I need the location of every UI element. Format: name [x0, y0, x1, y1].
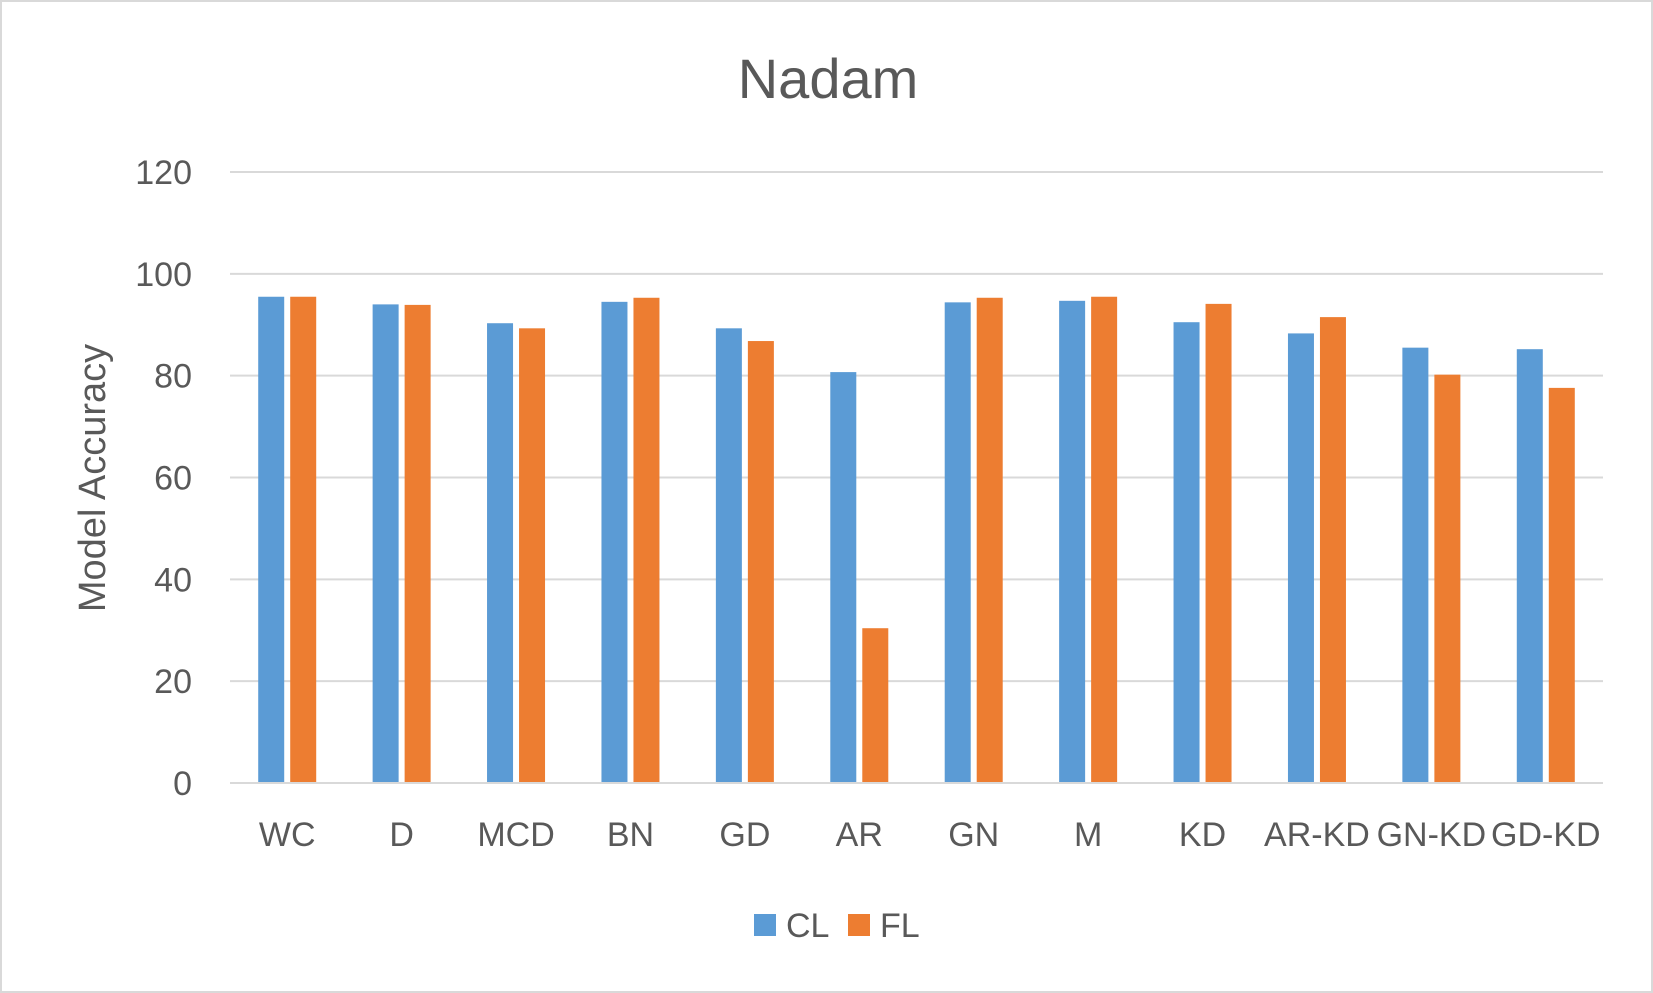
- x-category-label: GD: [719, 816, 770, 854]
- bar-fl-ar-kd: [1319, 317, 1346, 783]
- bar-cl-gd: [715, 328, 742, 783]
- bar-cl-gn: [944, 302, 971, 783]
- bar-cl-m: [1059, 300, 1086, 783]
- y-tick-label: 80: [154, 358, 192, 396]
- x-category-label: KD: [1179, 816, 1226, 854]
- bar-cl-kd: [1173, 322, 1200, 783]
- bar-cl-wc: [258, 296, 285, 783]
- x-category-label: GD-KD: [1491, 816, 1601, 854]
- legend: CL FL: [754, 907, 920, 945]
- bar-cl-bn: [601, 301, 628, 783]
- bar-cl-ar: [830, 372, 857, 783]
- legend-label: FL: [880, 907, 920, 945]
- bar-fl-kd: [1205, 303, 1232, 783]
- x-category-label: M: [1074, 816, 1102, 854]
- bar-fl-gn: [976, 297, 1003, 783]
- bar-fl-d: [404, 304, 431, 783]
- y-tick-label: 40: [154, 561, 192, 599]
- legend-item-fl: FL: [848, 907, 920, 945]
- x-category-label: AR: [836, 816, 883, 854]
- x-category-label: GN: [948, 816, 999, 854]
- bar-cl-d: [372, 304, 399, 783]
- legend-swatch: [848, 914, 870, 936]
- bar-cl-ar-kd: [1287, 333, 1314, 783]
- bar-fl-gn-kd: [1434, 374, 1461, 783]
- legend-label: CL: [786, 907, 829, 945]
- x-category-label: BN: [607, 816, 654, 854]
- bar-cl-gn-kd: [1402, 347, 1429, 783]
- legend-swatch: [754, 914, 776, 936]
- bar-cl-mcd: [487, 323, 514, 783]
- y-tick-label: 60: [154, 460, 192, 498]
- bar-fl-ar: [862, 628, 889, 783]
- y-tick-label: 0: [173, 765, 192, 803]
- y-tick-label: 100: [135, 256, 192, 294]
- chart-title: Nadam: [738, 47, 919, 110]
- bar-fl-gd: [747, 341, 774, 783]
- y-tick-label: 20: [154, 663, 192, 701]
- bar-fl-gd-kd: [1548, 387, 1575, 783]
- bars: [258, 296, 1575, 783]
- x-category-label: AR-KD: [1264, 816, 1370, 854]
- legend-item-cl: CL: [754, 907, 829, 945]
- bar-fl-m: [1091, 296, 1118, 783]
- x-axis-categories: WC D MCD BN GD AR GN M KD AR-KD GN-KD GD-KD: [259, 816, 1601, 854]
- bar-fl-wc: [290, 296, 317, 783]
- y-axis-title: Model Accuracy: [72, 344, 114, 612]
- y-tick-label: 120: [135, 154, 192, 192]
- gridlines: [230, 171, 1603, 683]
- y-axis-ticks: 0 20 40 60 80 100 120: [135, 154, 192, 803]
- x-category-label: D: [389, 816, 414, 854]
- x-category-label: WC: [259, 816, 316, 854]
- bar-fl-bn: [633, 297, 660, 783]
- bar-cl-gd-kd: [1516, 349, 1543, 783]
- x-category-label: GN-KD: [1377, 816, 1487, 854]
- x-category-label: MCD: [477, 816, 554, 854]
- bar-fl-mcd: [519, 328, 546, 783]
